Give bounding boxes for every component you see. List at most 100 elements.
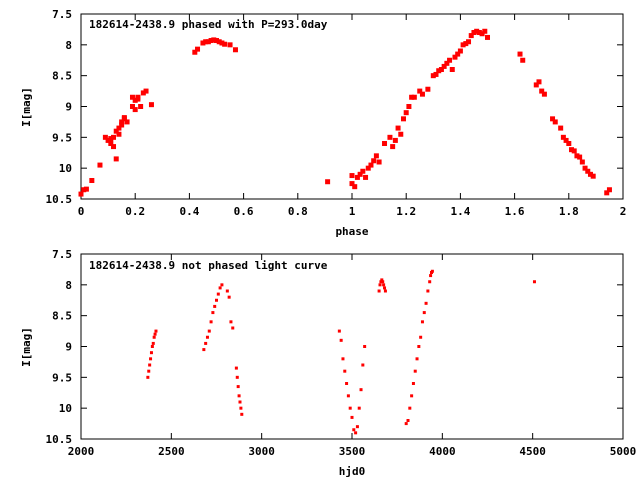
data-point (415, 357, 419, 361)
data-point (151, 341, 155, 345)
data-point (119, 122, 125, 128)
data-point (143, 88, 149, 94)
data-point (240, 412, 244, 416)
data-point (532, 280, 536, 284)
data-point (150, 345, 154, 348)
data-point (536, 79, 542, 85)
data-point (383, 286, 387, 290)
data-point (132, 97, 138, 103)
data-point (419, 335, 423, 339)
data-point (343, 369, 347, 373)
data-point (154, 329, 158, 333)
y-tick-label: 10.5 (46, 433, 73, 446)
data-point (400, 116, 406, 122)
data-point (590, 173, 596, 179)
data-point (395, 125, 401, 131)
data-point (102, 134, 108, 140)
chart-title: 182614-2438.9 not phased light curve (89, 259, 328, 272)
data-point (119, 119, 125, 125)
data-point (153, 332, 157, 336)
x-tick-label: 0.4 (179, 205, 199, 218)
y-tick-label: 8.5 (52, 70, 72, 83)
data-point (392, 137, 398, 143)
data-point (438, 67, 444, 72)
data-point (466, 39, 472, 45)
data-point (213, 304, 217, 308)
x-ticks: 0 0.2 0.4 0.6 0.8 1 1.2 1.4 1.6 1.8 2 (78, 14, 627, 218)
x-tick-label: 4500 (519, 445, 546, 458)
data-point (426, 289, 430, 293)
y-tick-label: 8.5 (52, 310, 72, 323)
data-point (433, 71, 439, 77)
y-tick-label: 10 (59, 402, 72, 415)
data-point (229, 320, 233, 324)
data-point (113, 128, 119, 134)
y-tick-label: 9.5 (52, 371, 72, 384)
data-point (582, 165, 588, 171)
data-point (359, 388, 363, 392)
data-point (239, 406, 243, 410)
y-tick-label: 10.5 (46, 193, 73, 206)
data-point (541, 91, 547, 97)
data-point (376, 159, 382, 165)
data-point (417, 345, 421, 348)
data-point (204, 341, 208, 345)
data-point (352, 184, 358, 190)
data-point (447, 57, 453, 63)
data-point (105, 137, 111, 143)
data-point (97, 162, 103, 168)
y-tick-label: 8 (65, 39, 72, 52)
data-point (422, 311, 426, 315)
data-point (569, 147, 575, 153)
data-point (129, 94, 135, 100)
data-point (539, 88, 545, 94)
data-point (408, 406, 412, 410)
data-point (409, 94, 415, 100)
data-point (147, 369, 151, 373)
x-tick-label: 5000 (610, 445, 637, 458)
data-point (380, 278, 384, 282)
data-point (357, 406, 361, 410)
data-point (135, 94, 141, 100)
data-point (350, 415, 354, 419)
data-point (129, 104, 135, 109)
data-point (218, 286, 222, 290)
data-point (146, 375, 150, 379)
y-tick-label: 8 (65, 279, 72, 292)
data-point (604, 190, 610, 196)
data-point (587, 171, 593, 177)
x-tick-label: 0 (78, 205, 85, 218)
data-points (78, 28, 612, 197)
data-point (192, 49, 198, 55)
data-point (406, 419, 410, 422)
data-point (474, 28, 480, 34)
data-point (108, 141, 114, 146)
data-point (419, 91, 425, 97)
y-ticks: 7.5 8 8.5 9 9.5 10 10.5 (46, 8, 623, 206)
data-point (420, 320, 424, 324)
data-point (606, 187, 612, 193)
data-point (200, 40, 206, 46)
data-point (429, 274, 433, 278)
data-point (444, 60, 450, 66)
x-tick-label: 1.6 (505, 205, 525, 218)
data-point (430, 73, 436, 79)
data-point (387, 134, 393, 140)
data-point (149, 351, 153, 355)
data-point (424, 301, 428, 305)
data-point (361, 363, 365, 367)
x-tick-label: 2 (620, 205, 627, 218)
x-tick-label: 1 (349, 205, 356, 218)
x-tick-label: 3000 (248, 445, 275, 458)
data-point (382, 283, 386, 287)
x-tick-label: 0.2 (125, 205, 145, 218)
data-point (325, 179, 331, 185)
data-point (485, 34, 490, 40)
data-point (354, 431, 358, 435)
data-point (558, 125, 564, 131)
data-point (138, 104, 144, 109)
data-point (533, 82, 539, 88)
data-point (468, 33, 474, 39)
data-point (339, 338, 343, 342)
